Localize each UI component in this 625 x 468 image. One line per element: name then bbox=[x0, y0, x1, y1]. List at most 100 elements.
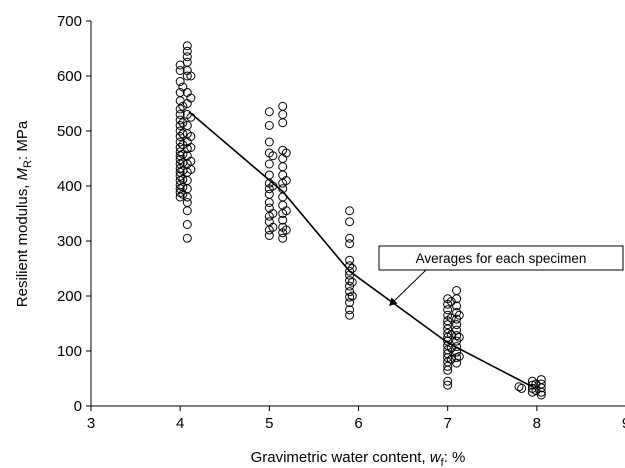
ticks: 3 4 5 6 7 8 9 0 100 200 300 400 500 600 700 bbox=[57, 13, 625, 432]
data-point bbox=[347, 277, 357, 287]
y-tick-label: 200 bbox=[57, 288, 82, 305]
y-tick-label: 500 bbox=[57, 123, 82, 140]
data-point bbox=[452, 331, 462, 341]
data-point bbox=[186, 143, 196, 152]
data-point bbox=[264, 107, 274, 117]
data-point bbox=[443, 365, 453, 375]
data-point bbox=[531, 386, 541, 396]
data-point bbox=[186, 93, 196, 103]
arrowhead-icon bbox=[389, 297, 398, 306]
data-point bbox=[452, 286, 462, 295]
data-point bbox=[452, 320, 462, 330]
data-point bbox=[281, 176, 291, 185]
data-point bbox=[175, 104, 185, 114]
data-point bbox=[182, 144, 192, 154]
data-point bbox=[264, 137, 274, 147]
data-point bbox=[278, 118, 288, 128]
data-point bbox=[345, 255, 355, 265]
data-point bbox=[452, 308, 462, 317]
data-point bbox=[443, 380, 453, 390]
data-point bbox=[182, 71, 192, 81]
data-point bbox=[268, 209, 278, 218]
x-tick-label: 8 bbox=[533, 415, 541, 432]
data-point bbox=[175, 110, 185, 119]
data-point bbox=[278, 110, 288, 119]
data-point bbox=[264, 189, 274, 199]
data-point bbox=[345, 266, 355, 276]
data-point bbox=[178, 149, 188, 159]
data-point bbox=[182, 57, 192, 67]
data-point bbox=[446, 313, 456, 323]
x-tick-label: 7 bbox=[443, 415, 451, 432]
data-point bbox=[345, 239, 355, 249]
data-point bbox=[345, 287, 355, 297]
data-point bbox=[345, 206, 355, 216]
data-point bbox=[345, 310, 355, 320]
annotation-arrow bbox=[390, 269, 427, 305]
data-point bbox=[182, 233, 192, 243]
data-point bbox=[443, 305, 453, 315]
data-point bbox=[186, 132, 196, 141]
data-point bbox=[443, 376, 453, 386]
annotation-box bbox=[378, 245, 624, 271]
data-point bbox=[175, 192, 185, 202]
data-point bbox=[182, 41, 192, 51]
x-tick-label: 9 bbox=[622, 415, 625, 432]
data-point bbox=[178, 129, 188, 139]
data-point bbox=[452, 342, 462, 352]
x-tick-label: 6 bbox=[354, 415, 362, 432]
y-tick-label: 0 bbox=[74, 398, 82, 415]
data-point bbox=[443, 361, 453, 371]
data-point bbox=[281, 206, 291, 216]
data-point bbox=[186, 165, 196, 174]
data-point bbox=[175, 155, 185, 165]
y-tick-label: 400 bbox=[57, 178, 82, 195]
data-point bbox=[264, 159, 274, 169]
data-point bbox=[347, 291, 357, 301]
y-tick-label: 600 bbox=[57, 68, 82, 85]
data-point bbox=[175, 115, 185, 125]
data-point bbox=[186, 71, 196, 81]
data-point bbox=[268, 222, 278, 232]
data-point bbox=[345, 233, 355, 243]
data-point bbox=[452, 301, 462, 311]
data-point bbox=[178, 182, 188, 192]
annotation: Averages for each specimen bbox=[378, 245, 624, 306]
data-point bbox=[182, 46, 192, 56]
data-point bbox=[178, 82, 188, 92]
y-axis-title: Resilient modulus, MR: MPa bbox=[14, 120, 34, 307]
data-point bbox=[175, 121, 185, 130]
data-point bbox=[182, 52, 192, 62]
data-point bbox=[178, 118, 188, 128]
data-point bbox=[175, 188, 185, 198]
data-point bbox=[278, 215, 288, 225]
data-point bbox=[446, 297, 456, 306]
data-point bbox=[175, 77, 185, 86]
y-tick-label: 300 bbox=[57, 233, 82, 250]
data-point bbox=[536, 390, 546, 400]
data-point bbox=[175, 171, 185, 181]
data-point bbox=[182, 192, 192, 202]
data-point bbox=[175, 137, 185, 147]
data-point bbox=[446, 330, 456, 339]
annotation-text: Averages for each specimen bbox=[416, 251, 587, 266]
x-tick-label: 4 bbox=[176, 415, 184, 432]
data-point bbox=[278, 162, 288, 172]
data-point bbox=[178, 101, 188, 111]
data-point bbox=[264, 198, 274, 207]
axes bbox=[90, 21, 625, 407]
data-point bbox=[178, 189, 188, 199]
data-point bbox=[175, 66, 185, 75]
y-tick-label: 700 bbox=[57, 13, 82, 30]
data-point bbox=[452, 294, 462, 304]
data-point bbox=[182, 206, 192, 216]
data-point bbox=[454, 352, 464, 361]
data-point bbox=[345, 305, 355, 315]
data-point bbox=[268, 151, 278, 161]
data-point bbox=[345, 217, 355, 227]
data-point bbox=[281, 225, 291, 235]
data-point bbox=[182, 220, 192, 229]
data-point bbox=[345, 276, 355, 286]
y-tick-label: 100 bbox=[57, 343, 82, 360]
